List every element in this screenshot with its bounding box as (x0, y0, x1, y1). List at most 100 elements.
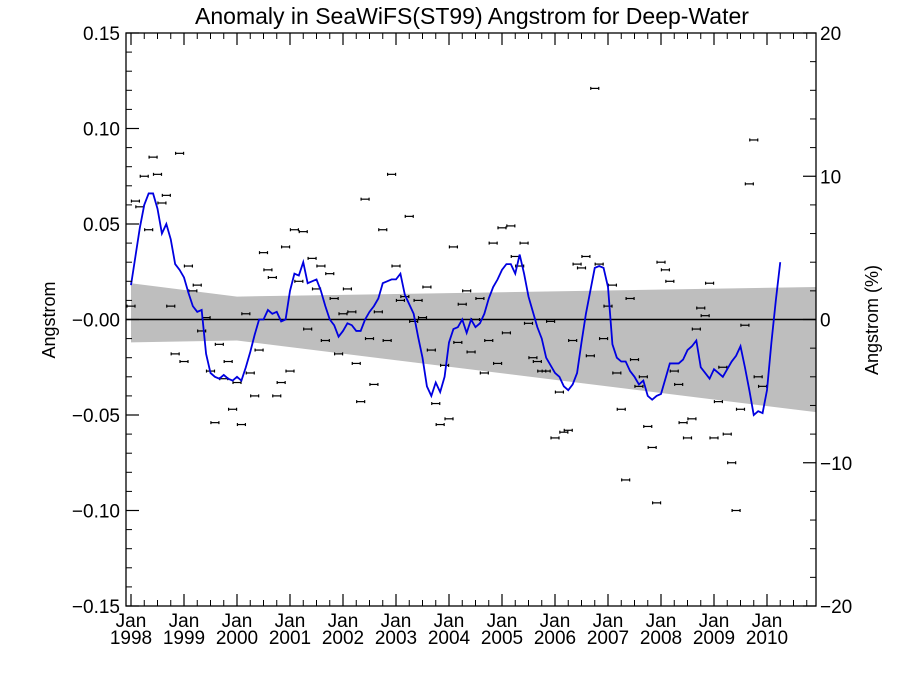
anomaly-point (280, 245, 291, 249)
anomaly-point (590, 86, 600, 90)
anomaly-point (506, 224, 516, 228)
anomaly-point (307, 256, 317, 260)
anomaly-point (550, 436, 560, 440)
anomaly-point (320, 339, 330, 343)
x-tick-label-month: Jan (646, 611, 677, 632)
anomaly-point (603, 304, 613, 308)
anomaly-point (258, 251, 269, 255)
anomaly-point (241, 312, 251, 316)
anomaly-point (409, 319, 419, 323)
y-right-tick-label: 20 (820, 24, 841, 45)
x-tick-label-month: Jan (434, 611, 465, 632)
confidence-band-layer (131, 283, 816, 413)
x-tick-label-month: Jan (593, 611, 624, 632)
anomaly-points-layer (126, 86, 768, 512)
anomaly-point (338, 312, 348, 316)
chart-title: Anomaly in SeaWiFS(ST99) Angstrom for De… (195, 3, 749, 29)
anomaly-point (669, 369, 679, 373)
smoothed-series-line (130, 192, 782, 417)
anomaly-point (329, 296, 339, 300)
anomaly-point (435, 423, 445, 427)
anomaly-point (417, 316, 428, 320)
anomaly-point (351, 361, 361, 365)
anomaly-point (210, 421, 220, 425)
anomaly-point (130, 199, 141, 203)
y-axis-label-left: Angstrom (39, 281, 59, 358)
anomaly-point (479, 371, 489, 375)
anomaly-point (585, 354, 595, 358)
anomaly-point (731, 509, 741, 512)
x-tick-label-year: 2001 (269, 628, 311, 649)
anomaly-point (316, 264, 326, 268)
anomaly-point (227, 407, 238, 411)
anomaly-point (378, 228, 388, 232)
x-tick-label-month: Jan (275, 611, 306, 632)
anomaly-point (749, 138, 759, 142)
anomaly-point (426, 348, 436, 352)
anomaly-point (523, 321, 534, 325)
anomaly-point (152, 172, 163, 176)
anomaly-point (572, 262, 582, 266)
anomaly-point (722, 432, 732, 436)
anomaly-point (161, 193, 171, 197)
anomaly-point (665, 279, 675, 283)
anomaly-point (179, 360, 189, 364)
anomaly-point (656, 260, 666, 264)
x-tick-label-year: 2009 (693, 628, 735, 649)
anomaly-point (263, 268, 273, 272)
anomaly-point (448, 245, 459, 249)
x-tick-label-year: 2008 (640, 628, 682, 649)
y-tick-label: −0.15 (72, 597, 120, 618)
x-tick-label-year: 2000 (216, 628, 258, 649)
anomaly-point (356, 400, 366, 404)
anomaly-point (510, 254, 520, 258)
anomaly-point (651, 501, 662, 505)
x-tick-label-year: 2010 (746, 628, 788, 649)
anomaly-point (696, 306, 706, 310)
anomaly-point (545, 319, 556, 323)
anomaly-point (439, 363, 450, 367)
anomaly-point (492, 361, 503, 365)
y-right-tick-label: 10 (820, 167, 841, 188)
anomaly-point (298, 230, 308, 234)
anomaly-point (735, 407, 746, 411)
anomaly-point (166, 304, 176, 308)
anomaly-point (616, 407, 626, 411)
x-tick-label-month: Jan (222, 611, 253, 632)
x-tick-label-year: 2007 (587, 628, 629, 649)
anomaly-point (250, 394, 260, 398)
anomaly-point (139, 174, 149, 178)
x-tick-label-year: 2005 (481, 628, 523, 649)
x-tick-label-month: Jan (116, 611, 147, 632)
confidence-band (131, 283, 816, 413)
anomaly-point (638, 375, 648, 379)
anomaly-point (528, 356, 538, 360)
anomaly-point (519, 241, 529, 245)
anomaly-point (709, 436, 719, 440)
x-tick-label-month: Jan (381, 611, 412, 632)
y-right-tick-label: 0 (820, 311, 831, 332)
anomaly-point (289, 228, 300, 232)
anomaly-point (691, 327, 701, 331)
anomaly-point (598, 337, 609, 341)
anomaly-point (422, 285, 432, 289)
y-axis-label-right: Angstrom (%) (862, 265, 882, 375)
anomaly-point (272, 394, 282, 398)
y-tick-label: 0.10 (83, 120, 120, 141)
y-right-tick-label: −20 (820, 597, 852, 618)
anomaly-point (643, 424, 653, 428)
anomaly-point (364, 337, 375, 341)
x-tick-label-year: 2006 (534, 628, 576, 649)
anomaly-point (488, 241, 498, 245)
y-tick-label: 0.15 (83, 24, 120, 45)
anomaly-point (183, 264, 194, 268)
anomaly-point (532, 360, 542, 364)
anomaly-point (391, 264, 401, 268)
anomaly-point (612, 371, 622, 375)
x-tick-label-month: Jan (699, 611, 730, 632)
anomaly-point (333, 352, 344, 356)
x-tick-label-year: 2002 (322, 628, 364, 649)
anomaly-point (395, 298, 406, 302)
y-tick-label: −0.10 (72, 502, 120, 523)
anomaly-point (267, 275, 277, 279)
